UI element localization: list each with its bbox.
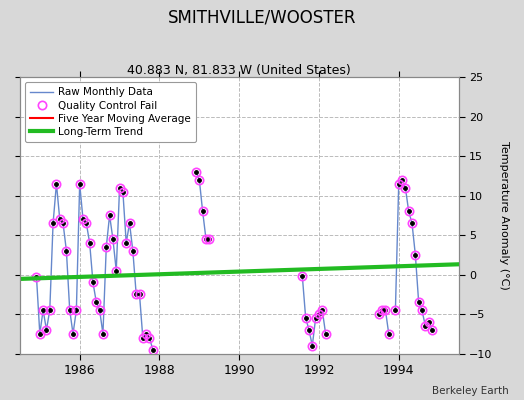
Raw Monthly Data [34,274,40,279]
Y-axis label: Temperature Anomaly (°C): Temperature Anomaly (°C) [499,141,509,290]
Raw Monthly Data [37,332,43,336]
Raw Monthly Data [123,240,129,245]
Raw Monthly Data [96,308,103,312]
Quality Control Fail [422,324,429,328]
Text: Berkeley Earth: Berkeley Earth [432,386,508,396]
Quality Control Fail [406,209,412,214]
Quality Control Fail [193,170,199,174]
Raw Monthly Data [140,335,146,340]
Raw Monthly Data [150,347,156,352]
Raw Monthly Data [100,332,106,336]
Raw Monthly Data [67,308,73,312]
Legend: Raw Monthly Data, Quality Control Fail, Five Year Moving Average, Long-Term Tren: Raw Monthly Data, Quality Control Fail, … [25,82,196,142]
Raw Monthly Data [106,213,113,218]
Quality Control Fail [150,347,156,352]
Raw Monthly Data [143,332,149,336]
Raw Monthly Data [70,332,76,336]
Raw Monthly Data [60,221,66,226]
Quality Control Fail [143,332,149,336]
Raw Monthly Data [63,248,70,253]
Raw Monthly Data [90,280,96,285]
Raw Monthly Data [93,300,100,305]
Raw Monthly Data [103,244,110,249]
Quality Control Fail [429,328,435,332]
Raw Monthly Data [146,335,152,340]
Raw Monthly Data [110,236,116,241]
Raw Monthly Data [116,185,123,190]
Quality Control Fail [123,240,129,245]
Text: SMITHVILLE/WOOSTER: SMITHVILLE/WOOSTER [168,8,356,26]
Raw Monthly Data [53,181,60,186]
Raw Monthly Data [80,217,86,222]
Raw Monthly Data [50,221,56,226]
Raw Monthly Data [130,248,136,253]
Raw Monthly Data [77,181,83,186]
Quality Control Fail [34,274,40,279]
Raw Monthly Data [126,221,133,226]
Line: Quality Control Fail: Quality Control Fail [32,168,436,354]
Raw Monthly Data [47,308,53,312]
Quality Control Fail [83,221,90,226]
Raw Monthly Data [40,308,46,312]
Raw Monthly Data [136,292,143,297]
Raw Monthly Data [83,221,90,226]
Raw Monthly Data [73,308,80,312]
Raw Monthly Data [119,189,126,194]
Raw Monthly Data [133,292,139,297]
Quality Control Fail [96,308,103,312]
Raw Monthly Data [43,328,50,332]
Raw Monthly Data [57,217,63,222]
Title: 40.883 N, 81.833 W (United States): 40.883 N, 81.833 W (United States) [127,64,351,77]
Line: Raw Monthly Data: Raw Monthly Data [37,184,153,350]
Raw Monthly Data [86,240,93,245]
Raw Monthly Data [113,268,119,273]
